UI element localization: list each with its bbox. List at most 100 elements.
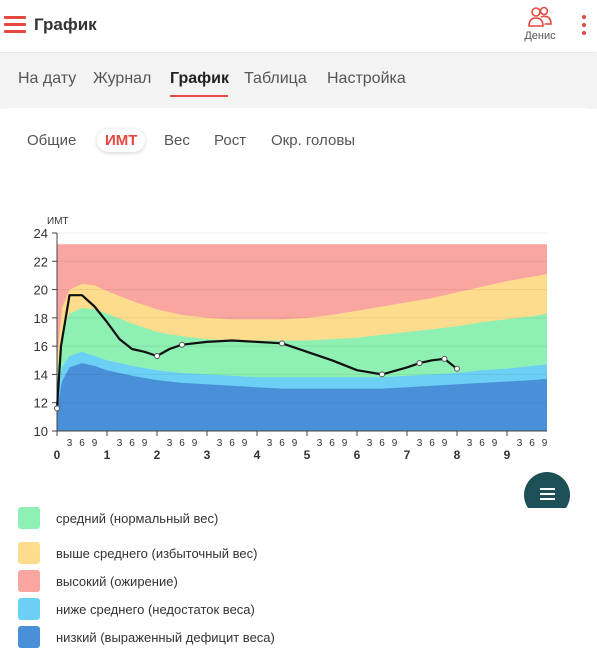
tab-on-date[interactable]: На дату xyxy=(18,70,77,87)
legend-swatch xyxy=(18,626,40,648)
legend-item-low: низкий (выраженный дефицит веса) xyxy=(18,626,418,650)
user-profile-button[interactable]: Денис xyxy=(518,6,562,42)
subtab-weight[interactable]: Вес xyxy=(164,132,190,149)
x-major-tick-label: 2 xyxy=(154,448,161,462)
data-point xyxy=(279,340,285,347)
tab-settings[interactable]: Настройка xyxy=(327,70,406,87)
x-minor-tick-label: 3 xyxy=(67,438,73,449)
x-major-tick-label: 8 xyxy=(454,448,461,462)
fab-menu-icon xyxy=(540,488,555,490)
x-minor-tick-label: 9 xyxy=(192,438,198,449)
y-tick-label: 14 xyxy=(34,367,48,382)
x-minor-tick-label: 6 xyxy=(179,438,185,449)
x-major-tick-label: 1 xyxy=(104,448,111,462)
x-minor-tick-label: 9 xyxy=(342,438,348,449)
subtab-head-circumference[interactable]: Окр. головы xyxy=(271,132,356,149)
y-tick-label: 22 xyxy=(34,254,48,269)
x-minor-tick-label: 9 xyxy=(92,438,98,449)
y-tick-label: 24 xyxy=(34,226,48,241)
y-axis-label: ИМТ xyxy=(47,216,69,227)
subtab-bmi[interactable]: ИМТ xyxy=(97,129,146,152)
x-minor-tick-label: 9 xyxy=(492,438,498,449)
legend-label: средний (нормальный вес) xyxy=(56,511,219,526)
legend-item-normal: средний (нормальный вес) xyxy=(18,507,418,531)
y-tick-label: 12 xyxy=(34,396,48,411)
page-title: График xyxy=(34,15,97,34)
subtab-height[interactable]: Рост xyxy=(214,132,247,149)
x-minor-tick-label: 3 xyxy=(217,438,223,449)
tab-chart[interactable]: График xyxy=(170,70,229,87)
data-point xyxy=(454,365,460,372)
legend-item-high: высокий (ожирение) xyxy=(18,570,418,594)
legend-label: ниже среднего (недостаток веса) xyxy=(56,602,255,617)
fab-circle xyxy=(524,472,570,508)
x-major-tick-label: 5 xyxy=(304,448,311,462)
legend-swatch xyxy=(18,507,40,529)
x-minor-tick-label: 6 xyxy=(229,438,235,449)
y-tick-label: 18 xyxy=(34,311,48,326)
x-major-tick-label: 9 xyxy=(504,448,511,462)
x-minor-tick-label: 6 xyxy=(429,438,435,449)
tab-journal[interactable]: Журнал xyxy=(93,70,152,87)
bmi-series-line xyxy=(55,294,458,409)
x-minor-tick-label: 3 xyxy=(267,438,273,449)
legend-item-below: ниже среднего (недостаток веса) xyxy=(18,598,418,622)
x-major-tick-label: 4 xyxy=(254,448,261,462)
app-header: График Денис xyxy=(0,0,597,52)
chart-card: Общие ИМТ Вес Рост Окр. головы ИМТ 10 12 14… xyxy=(0,108,597,666)
x-major-tick-label: 3 xyxy=(204,448,211,462)
data-point xyxy=(441,355,448,362)
x-minor-tick-label: 3 xyxy=(467,438,473,449)
y-tick-label: 10 xyxy=(34,424,48,439)
x-minor-tick-label: 6 xyxy=(129,438,135,449)
data-point xyxy=(154,353,160,360)
more-options-icon[interactable] xyxy=(580,14,588,36)
fab-menu-icon-line xyxy=(540,498,555,500)
x-minor-tick-label: 3 xyxy=(317,438,323,449)
data-point xyxy=(54,405,60,412)
user-name: Денис xyxy=(524,30,556,42)
x-minor-tick-label: 3 xyxy=(517,438,523,449)
x-major-tick-label: 0 xyxy=(54,448,61,462)
active-tab-indicator xyxy=(170,95,228,97)
subtab-general[interactable]: Общие xyxy=(27,132,77,149)
y-tick-label: 20 xyxy=(34,283,48,298)
tab-table[interactable]: Таблица xyxy=(244,70,307,87)
legend-label: низкий (выраженный дефицит веса) xyxy=(56,630,275,645)
y-tick-label: 16 xyxy=(34,339,48,354)
x-minor-tick-label: 9 xyxy=(292,438,298,449)
x-minor-tick-label: 6 xyxy=(79,438,85,449)
data-point xyxy=(416,360,423,367)
fab-menu-icon-line xyxy=(540,493,555,495)
x-minor-tick-label: 3 xyxy=(367,438,373,449)
data-point xyxy=(379,371,385,378)
x-minor-tick-label: 9 xyxy=(542,438,548,449)
legend-swatch xyxy=(18,542,40,564)
x-minor-tick-label: 6 xyxy=(529,438,535,449)
band-0 xyxy=(57,363,547,431)
fab-menu-button[interactable] xyxy=(524,464,570,508)
hamburger-menu-icon[interactable] xyxy=(4,14,26,34)
data-point xyxy=(179,341,185,348)
x-minor-tick-label: 6 xyxy=(279,438,285,449)
x-minor-tick-label: 3 xyxy=(417,438,423,449)
x-minor-tick-label: 6 xyxy=(379,438,385,449)
main-tabs: На дату Журнал График Таблица Настройка xyxy=(0,53,597,109)
x-minor-tick-label: 9 xyxy=(242,438,248,449)
x-minor-tick-label: 3 xyxy=(117,438,123,449)
x-major-tick-label: 6 xyxy=(354,448,361,462)
x-minor-tick-label: 9 xyxy=(392,438,398,449)
legend-item-above: выше среднего (избыточный вес) xyxy=(18,542,418,566)
x-minor-tick-label: 6 xyxy=(479,438,485,449)
x-minor-tick-label: 3 xyxy=(167,438,173,449)
legend-label: выше среднего (избыточный вес) xyxy=(56,546,258,561)
x-minor-tick-label: 6 xyxy=(329,438,335,449)
legend-label: высокий (ожирение) xyxy=(56,574,178,589)
x-minor-tick-label: 9 xyxy=(442,438,448,449)
legend-swatch xyxy=(18,598,40,620)
x-minor-tick-label: 9 xyxy=(142,438,148,449)
legend-swatch xyxy=(18,570,40,592)
users-icon xyxy=(528,6,552,27)
x-major-tick-label: 7 xyxy=(404,448,411,462)
